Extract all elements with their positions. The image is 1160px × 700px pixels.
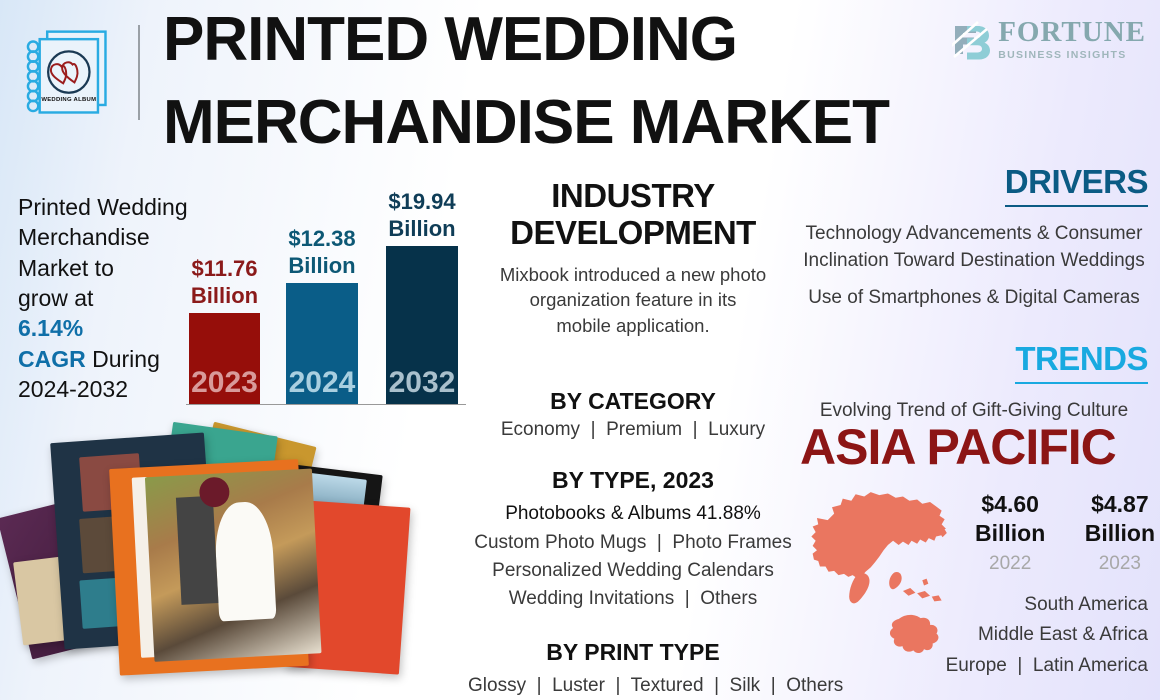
svg-text:WEDDING ALBUM: WEDDING ALBUM <box>41 97 96 103</box>
